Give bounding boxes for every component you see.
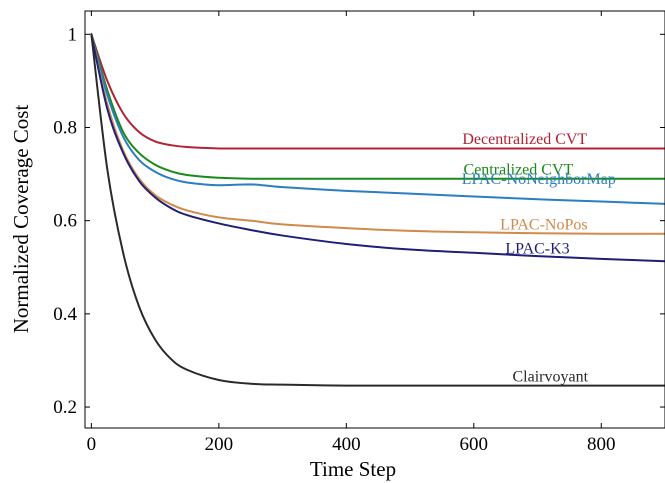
series-line-centralized-cvt [90, 33, 665, 180]
y-tick-label: 0.6 [53, 211, 77, 232]
series-line-lpac-noneighbormap [90, 33, 665, 205]
axis-ticks: 0 200 400 600 800 0.2 0.4 0.6 0.8 1 [53, 11, 665, 455]
y-tick-label: 0.2 [53, 397, 77, 418]
series-label-clairvoyant: Clairvoyant [513, 368, 589, 385]
series-label-lpac-noneighbormap: LPAC-NoNeighborMap [462, 171, 616, 188]
y-axis-title: Normalized Coverage Cost [9, 105, 33, 334]
y-tick-label: 0.4 [53, 304, 77, 325]
plot-frame [84, 10, 665, 429]
series-label-centralized-cvt: Centralized CVT [464, 161, 574, 178]
x-tick-label: 600 [460, 434, 489, 455]
series-labels: Decentralized CVT Centralized CVTLPAC-NoN… [462, 131, 616, 385]
series-line-decentralized-cvt [90, 33, 665, 150]
x-axis-title: Time Step [310, 457, 396, 481]
series-line-clairvoyant [90, 33, 665, 387]
series-label-lpac-nopos: LPAC-NoPos [500, 216, 587, 233]
series-label-lpac-k3: LPAC-K3 [505, 241, 569, 258]
x-tick-label: 0 [87, 434, 97, 455]
y-tick-label: 1 [68, 24, 78, 45]
series-label-decentralized-cvt: Decentralized CVT [462, 131, 587, 148]
series-line-lpac-nopos [90, 33, 665, 235]
x-tick-label: 400 [332, 434, 361, 455]
x-tick-label: 800 [587, 434, 616, 455]
series-lines [90, 33, 665, 387]
y-tick-label: 0.8 [53, 117, 77, 138]
series-line-lpac-k3 [90, 33, 665, 263]
x-tick-label: 200 [205, 434, 234, 455]
